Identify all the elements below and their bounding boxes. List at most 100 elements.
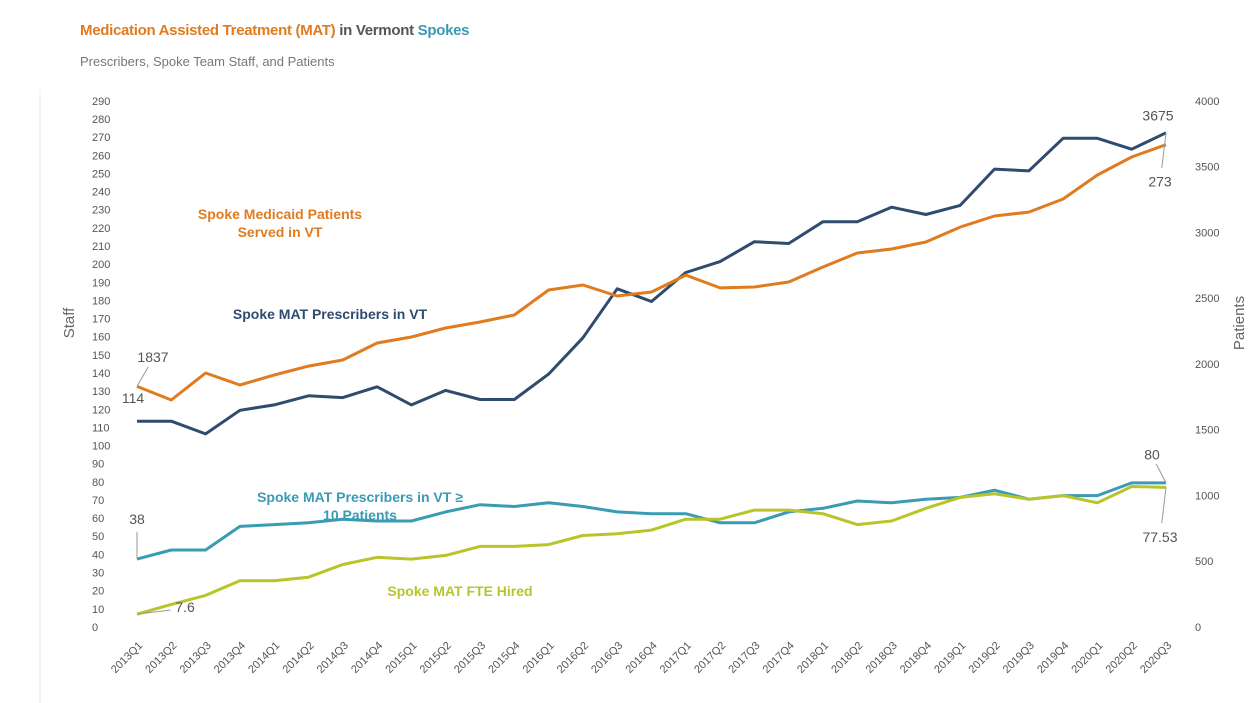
y2-tick-label: 2500 — [1195, 293, 1219, 305]
x-tick-label: 2018Q3 — [864, 640, 900, 676]
series-line — [136, 143, 1167, 402]
series-label: Spoke Medicaid Patients Served in VT — [197, 206, 363, 240]
y2-tick-label: 1000 — [1195, 490, 1219, 502]
x-tick-label: 2019Q3 — [1001, 640, 1037, 676]
x-tick-label: 2017Q3 — [726, 640, 762, 676]
x-tick-label: 2015Q3 — [452, 640, 488, 676]
y-tick-label: 30 — [92, 567, 104, 579]
x-tick-label: 2020Q2 — [1104, 640, 1140, 676]
y-tick-label: 210 — [92, 241, 110, 253]
x-tick-label: 2013Q2 — [143, 640, 179, 676]
title-part: in Vermont — [339, 22, 414, 39]
y-tick-label: 270 — [92, 132, 110, 144]
x-tick-label: 2014Q1 — [246, 640, 282, 676]
y2-tick-label: 2000 — [1195, 359, 1219, 371]
x-tick-label: 2014Q2 — [281, 640, 317, 676]
data-label: 1837 — [137, 349, 168, 365]
y-tick-label: 0 — [92, 622, 98, 634]
x-tick-label: 2018Q4 — [898, 640, 934, 676]
x-tick-label: 2015Q2 — [418, 640, 454, 676]
x-tick-label: 2013Q1 — [109, 640, 145, 676]
leader-line — [1161, 487, 1167, 524]
leader-line — [136, 366, 149, 387]
y-tick-label: 230 — [92, 205, 110, 217]
y-tick-label: 240 — [92, 187, 110, 199]
leader-line — [1161, 132, 1167, 168]
y2-tick-label: 3000 — [1195, 227, 1219, 239]
title-part: Medication Assisted Treatment (MAT) — [80, 22, 336, 39]
x-tick-label: 2013Q3 — [178, 640, 214, 676]
y-tick-label: 260 — [92, 150, 110, 162]
x-tick-label: 2017Q4 — [761, 640, 797, 676]
y-tick-label: 140 — [92, 368, 110, 380]
series-label: Spoke MAT Prescribers in VT — [232, 306, 428, 322]
x-tick-label: 2017Q1 — [658, 640, 694, 676]
x-tick-label: 2014Q4 — [349, 640, 385, 676]
y-tick-label: 160 — [92, 332, 110, 344]
y-tick-label: 120 — [92, 404, 110, 416]
y2-tick-label: 3500 — [1195, 162, 1219, 174]
x-tick-label: 2015Q1 — [383, 640, 419, 676]
leader-line — [136, 609, 171, 615]
x-tick-label: 2017Q2 — [692, 640, 728, 676]
series-label: Spoke MAT FTE Hired — [387, 583, 533, 599]
data-label: 7.6 — [175, 599, 195, 615]
y-tick-label: 60 — [92, 513, 104, 525]
y-tick-label: 200 — [92, 259, 110, 271]
y-tick-label: 180 — [92, 295, 110, 307]
x-tick-label: 2016Q2 — [555, 640, 591, 676]
y-axis-label: Staff — [61, 307, 78, 338]
y-tick-label: 80 — [92, 477, 104, 489]
y-tick-label: 50 — [92, 531, 104, 543]
series-line — [136, 481, 1166, 561]
y-tick-label: 100 — [92, 441, 110, 453]
chart-title: Medication Assisted Treatment (MAT) in V… — [80, 22, 470, 39]
y2-tick-label: 0 — [1195, 622, 1201, 634]
y-tick-label: 220 — [92, 223, 110, 235]
x-tick-label: 2020Q3 — [1138, 640, 1174, 676]
x-tick-label: 2014Q3 — [315, 640, 351, 676]
data-label: 38 — [129, 511, 145, 527]
x-tick-label: 2018Q2 — [829, 640, 865, 676]
y-tick-label: 290 — [92, 96, 110, 108]
x-tick-label: 2019Q2 — [967, 640, 1003, 676]
data-label: 77.53 — [1142, 529, 1177, 545]
leader-line — [1155, 463, 1167, 484]
data-label: 3675 — [1142, 107, 1173, 123]
y-tick-label: 250 — [92, 168, 110, 180]
y-tick-label: 150 — [92, 350, 110, 362]
x-tick-label: 2016Q3 — [589, 640, 625, 676]
x-tick-label: 2020Q1 — [1069, 640, 1105, 676]
y2-axis-label: Patients — [1231, 296, 1248, 350]
y-tick-label: 280 — [92, 114, 110, 126]
data-label: 273 — [1148, 174, 1172, 190]
y-tick-label: 170 — [92, 314, 110, 326]
series-label: Spoke MAT Prescribers in VT ≥ 10 Patient… — [257, 489, 463, 523]
y-tick-label: 40 — [92, 549, 104, 561]
chart-subtitle: Prescribers, Spoke Team Staff, and Patie… — [80, 54, 335, 69]
x-tick-label: 2018Q1 — [795, 640, 831, 676]
y-tick-label: 190 — [92, 277, 110, 289]
series-line — [136, 485, 1167, 616]
series-line — [137, 131, 1167, 436]
x-tick-label: 2016Q4 — [624, 640, 660, 676]
x-tick-label: 2016Q1 — [521, 640, 557, 676]
x-tick-label: 2019Q4 — [1035, 640, 1071, 676]
title-part: Spokes — [417, 22, 470, 39]
y-tick-label: 90 — [92, 459, 104, 471]
y2-tick-label: 500 — [1195, 556, 1213, 568]
y-tick-label: 20 — [92, 586, 104, 598]
data-label: 114 — [122, 390, 145, 406]
x-tick-label: 2019Q1 — [932, 640, 968, 676]
data-label: 80 — [1144, 447, 1160, 463]
y-tick-label: 10 — [92, 604, 104, 616]
y2-tick-label: 1500 — [1195, 425, 1219, 437]
y-tick-label: 70 — [92, 495, 104, 507]
x-tick-label: 2015Q4 — [486, 640, 522, 676]
y-tick-label: 110 — [92, 422, 110, 434]
x-tick-label: 2013Q4 — [212, 640, 248, 676]
y-tick-label: 130 — [92, 386, 110, 398]
y2-tick-label: 4000 — [1195, 96, 1219, 108]
